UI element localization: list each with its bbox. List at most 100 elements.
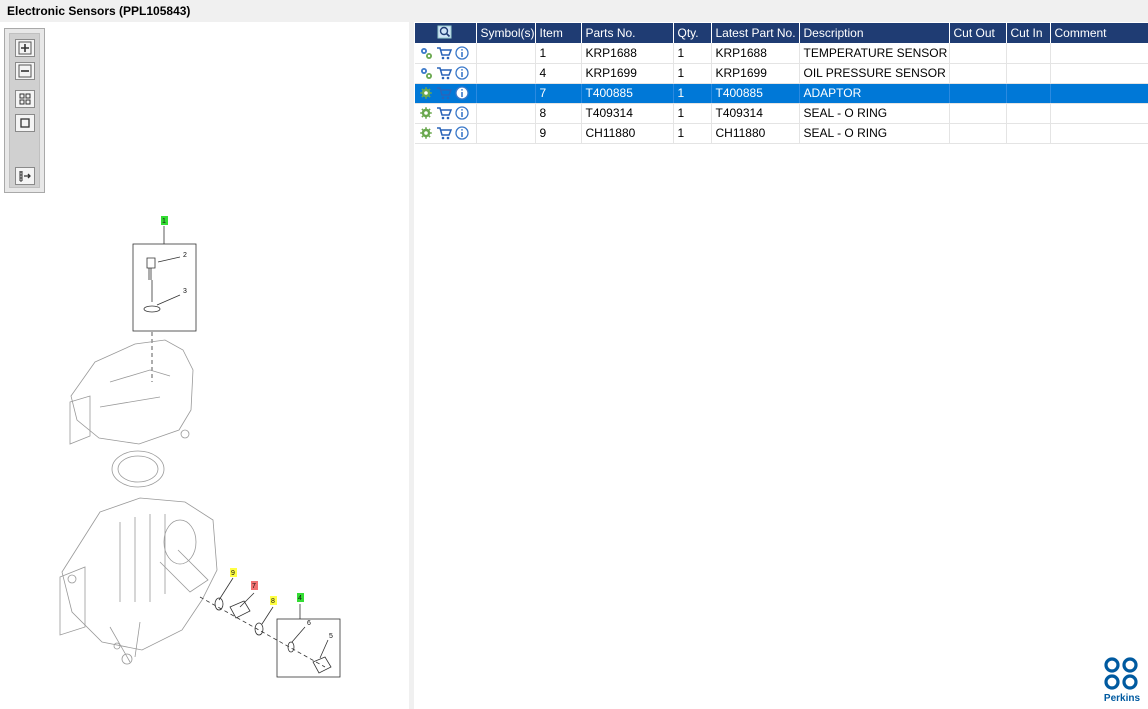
cell-latest-part-no: KRP1699 (711, 63, 800, 84)
cell-symbols (476, 83, 536, 104)
info-icon[interactable] (455, 86, 469, 100)
perkins-wordmark: Perkins (1103, 693, 1141, 704)
cell-cut-in (1006, 63, 1051, 84)
sensor-1-box (132, 243, 197, 332)
cell-latest-part-no: KRP1688 (711, 43, 800, 64)
info-icon[interactable] (455, 106, 469, 120)
column-header-latest-part-no[interactable]: Latest Part No. (711, 23, 800, 43)
callout-7: 7 (252, 583, 256, 590)
table-row[interactable]: 1 KRP1688 1 KRP1688 TEMPERATURE SENSOR (415, 43, 1148, 64)
table-row[interactable]: 8 T409314 1 T409314 SEAL - O RING (415, 103, 1148, 124)
parts-list-pane: Symbol(s) Item Parts No. Qty. Latest Par… (414, 22, 1148, 709)
cell-latest-part-no: CH11880 (711, 123, 800, 144)
shopping-cart-icon[interactable] (436, 106, 453, 120)
cell-qty: 1 (673, 43, 712, 64)
cell-cut-out (949, 123, 1007, 144)
title-bar: Electronic Sensors (PPL105843) (0, 0, 1148, 22)
info-icon[interactable] (455, 46, 469, 60)
cell-symbols (476, 63, 536, 84)
row-actions-cell (415, 123, 477, 144)
cell-item: 9 (535, 123, 582, 144)
row-actions-cell (415, 63, 477, 84)
column-header-qty[interactable]: Qty. (673, 23, 712, 43)
gear-icon[interactable] (419, 126, 433, 140)
cell-part-no: KRP1688 (581, 43, 674, 64)
cell-symbols (476, 43, 536, 64)
cell-description: ADAPTOR (799, 83, 950, 104)
cell-cut-in (1006, 103, 1051, 124)
column-header-parts-no[interactable]: Parts No. (581, 23, 674, 43)
window-title: Electronic Sensors (PPL105843) (7, 4, 191, 18)
cell-description: SEAL - O RING (799, 123, 950, 144)
callout-1: 1 (162, 218, 166, 225)
cell-symbols (476, 103, 536, 124)
zoom-toolbar (4, 28, 45, 193)
export-button[interactable] (15, 167, 35, 185)
column-header-symbols[interactable]: Symbol(s) (476, 23, 536, 43)
info-icon[interactable] (455, 66, 469, 80)
shopping-cart-icon[interactable] (436, 66, 453, 80)
grid-icon (19, 93, 31, 105)
column-header-cut-out[interactable]: Cut Out (949, 23, 1007, 43)
info-icon[interactable] (455, 126, 469, 140)
row-actions-cell (415, 83, 477, 104)
callout-4-badge (297, 593, 304, 602)
gears-icon[interactable] (419, 46, 433, 60)
cell-item: 8 (535, 103, 582, 124)
cell-cut-in (1006, 123, 1051, 144)
cell-comment (1050, 83, 1148, 104)
callout-3: 3 (183, 288, 187, 295)
cell-cut-out (949, 103, 1007, 124)
column-header-comment[interactable]: Comment (1050, 23, 1148, 43)
diagram-pane[interactable]: 1 2 3 4 5 6 7 8 9 (0, 22, 409, 709)
minus-icon (18, 64, 32, 78)
shopping-cart-icon[interactable] (436, 86, 453, 100)
cell-comment (1050, 123, 1148, 144)
cell-part-no: CH11880 (581, 123, 674, 144)
column-header-actions[interactable] (415, 23, 477, 43)
shopping-cart-icon[interactable] (436, 46, 453, 60)
callout-5: 5 (329, 633, 333, 640)
cell-symbols (476, 123, 536, 144)
cell-latest-part-no: T409314 (711, 103, 800, 124)
callout-6: 6 (307, 620, 311, 627)
column-header-description[interactable]: Description (799, 23, 950, 43)
cell-qty: 1 (673, 103, 712, 124)
column-header-item[interactable]: Item (535, 23, 582, 43)
sensor-4-box (276, 618, 341, 678)
exploded-parts-diagram[interactable]: 1 2 3 4 5 6 7 8 9 (0, 22, 409, 709)
table-row[interactable]: 9 CH11880 1 CH11880 SEAL - O RING (415, 123, 1148, 144)
shopping-cart-icon[interactable] (436, 126, 453, 140)
row-actions-cell (415, 43, 477, 64)
parts-table: Symbol(s) Item Parts No. Qty. Latest Par… (415, 23, 1148, 144)
zoom-in-button[interactable] (15, 39, 35, 57)
pane-splitter[interactable] (409, 22, 414, 709)
cell-comment (1050, 43, 1148, 64)
table-row[interactable]: 7 T400885 1 T400885 ADAPTOR (415, 83, 1148, 104)
cell-cut-in (1006, 83, 1051, 104)
cell-cut-out (949, 63, 1007, 84)
cell-part-no: KRP1699 (581, 63, 674, 84)
column-header-cut-in[interactable]: Cut In (1006, 23, 1051, 43)
export-icon (19, 171, 31, 182)
cell-qty: 1 (673, 123, 712, 144)
callout-1-badge (161, 216, 168, 225)
perkins-logo-mark (1104, 657, 1138, 690)
cell-latest-part-no: T400885 (711, 83, 800, 104)
perkins-logo: Perkins (1102, 656, 1142, 706)
table-header-row: Symbol(s) Item Parts No. Qty. Latest Par… (415, 23, 1148, 43)
actual-size-button[interactable] (15, 114, 35, 132)
callout-9-badge (230, 568, 237, 577)
gear-icon[interactable] (419, 86, 433, 100)
callout-8-badge (270, 596, 277, 605)
cell-description: TEMPERATURE SENSOR (799, 43, 950, 64)
parts-table-body: 1 KRP1688 1 KRP1688 TEMPERATURE SENSOR 4 KRP16… (415, 43, 1148, 144)
fit-page-button[interactable] (15, 90, 35, 108)
callout-9: 9 (231, 570, 235, 577)
gears-icon[interactable] (419, 66, 433, 80)
row-actions-cell (415, 103, 477, 124)
zoom-out-button[interactable] (15, 62, 35, 80)
cell-part-no: T409314 (581, 103, 674, 124)
gear-icon[interactable] (419, 106, 433, 120)
